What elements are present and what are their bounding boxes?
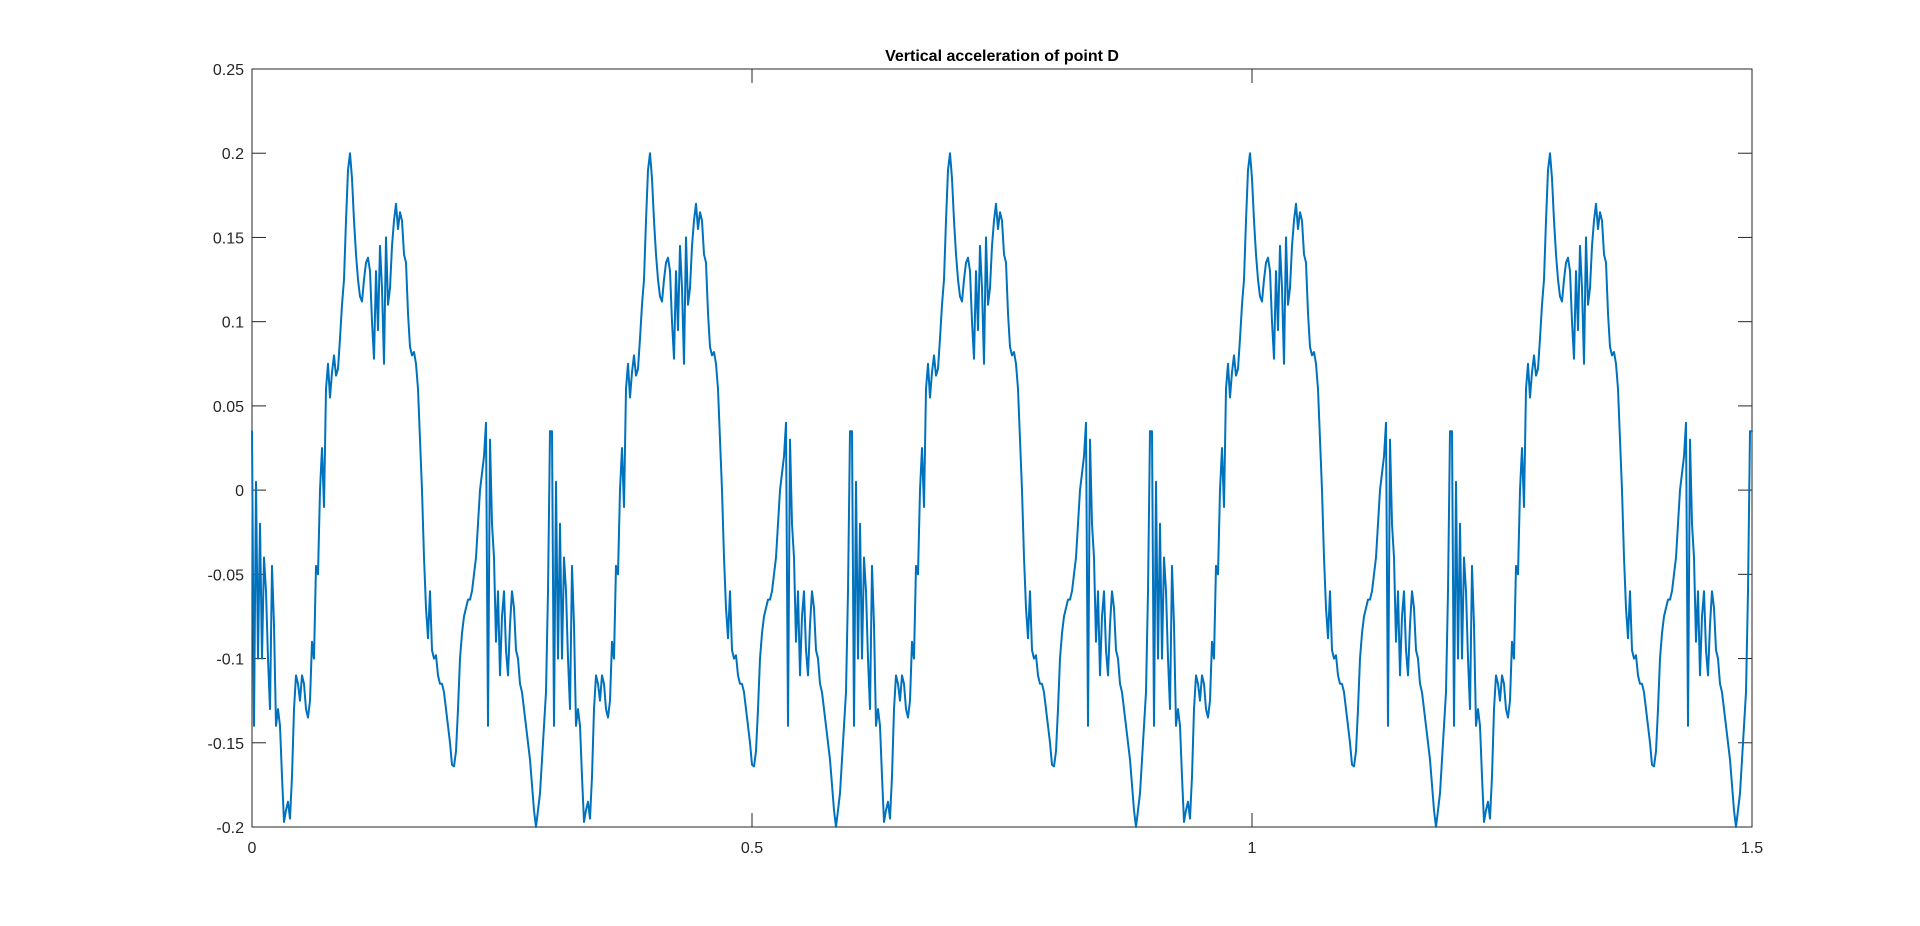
y-tick-label: 0.25 <box>213 62 244 79</box>
axes-box <box>251 68 1753 828</box>
y-tick-label: 0.2 <box>222 146 244 163</box>
y-tick-label: -0.15 <box>208 736 245 753</box>
y-tick-label: 0.05 <box>213 399 244 416</box>
ticks-group: 0 0.5 1 1.5 -0.2 -0.15 -0.1 -0.05 0 0.05 0.1 0.15 0.… <box>208 62 1764 857</box>
y-tick-label: 0.1 <box>222 315 244 332</box>
series-line <box>251 152 1753 828</box>
y-tick-label: -0.05 <box>208 567 245 584</box>
y-tick-label: 0 <box>235 483 244 500</box>
x-tick-label: 1.5 <box>1741 840 1763 857</box>
chart-title: Vertical acceleration of point D <box>885 48 1119 65</box>
y-tick-label: 0.15 <box>213 230 244 247</box>
x-tick-label: 0.5 <box>741 840 763 857</box>
y-tick-label: -0.2 <box>216 820 244 837</box>
series-group <box>251 152 1753 828</box>
x-tick-label: 1 <box>1248 840 1257 857</box>
y-tick-label: -0.1 <box>216 652 244 669</box>
x-tick-label: 0 <box>248 840 257 857</box>
